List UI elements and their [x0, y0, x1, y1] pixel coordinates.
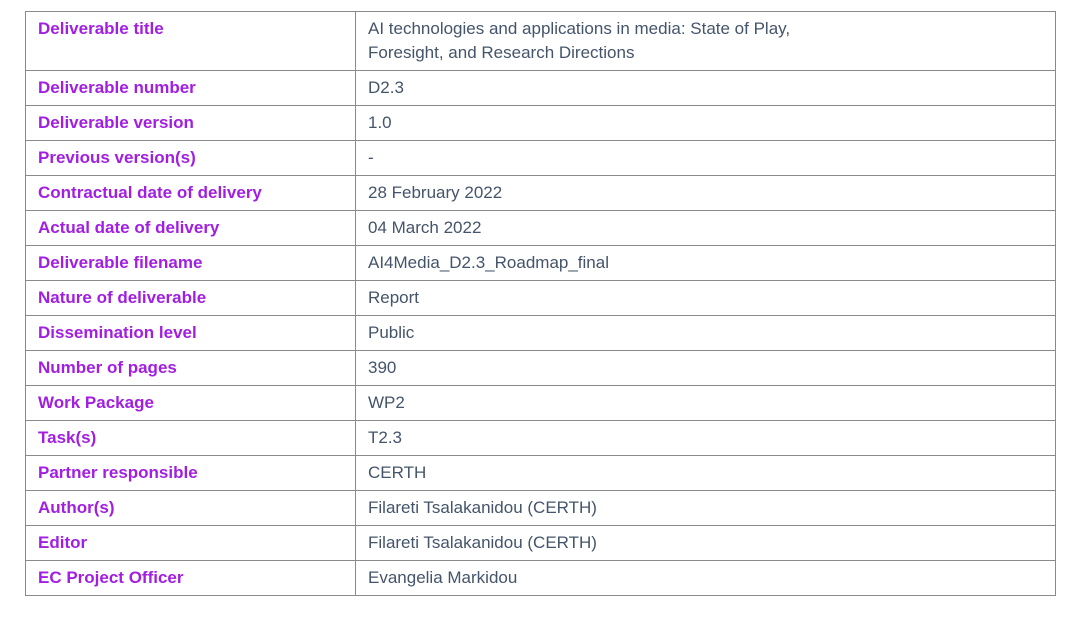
table-row: Task(s) T2.3: [25, 420, 1056, 456]
deliverable-information-table: Deliverable title AI technologies and ap…: [25, 11, 1056, 596]
row-label: Task(s): [25, 420, 356, 456]
row-label: Partner responsible: [25, 455, 356, 491]
row-label: Work Package: [25, 385, 356, 421]
row-value: 390: [355, 350, 1056, 386]
row-label: Editor: [25, 525, 356, 561]
table-row: Deliverable title AI technologies and ap…: [25, 11, 1056, 71]
table-row: Number of pages 390: [25, 350, 1056, 386]
row-label: Dissemination level: [25, 315, 356, 351]
row-value: Evangelia Markidou: [355, 560, 1056, 596]
row-label: Nature of deliverable: [25, 280, 356, 316]
table-row: Previous version(s) -: [25, 140, 1056, 176]
table-row: Work Package WP2: [25, 385, 1056, 421]
row-value: CERTH: [355, 455, 1056, 491]
row-value: AI technologies and applications in medi…: [355, 11, 1056, 71]
row-value: -: [355, 140, 1056, 176]
row-label: Deliverable title: [25, 11, 356, 71]
row-value: AI4Media_D2.3_Roadmap_final: [355, 245, 1056, 281]
table-row: EC Project Officer Evangelia Markidou: [25, 560, 1056, 596]
table-row: Deliverable filename AI4Media_D2.3_Roadm…: [25, 245, 1056, 281]
row-label: EC Project Officer: [25, 560, 356, 596]
table-row: Actual date of delivery 04 March 2022: [25, 210, 1056, 246]
row-value: Filareti Tsalakanidou (CERTH): [355, 525, 1056, 561]
row-value: Filareti Tsalakanidou (CERTH): [355, 490, 1056, 526]
table-row: Author(s) Filareti Tsalakanidou (CERTH): [25, 490, 1056, 526]
row-value: 28 February 2022: [355, 175, 1056, 211]
deliverable-table-body: Deliverable title AI technologies and ap…: [25, 11, 1056, 596]
row-value: D2.3: [355, 70, 1056, 106]
table-row: Contractual date of delivery 28 February…: [25, 175, 1056, 211]
row-label: Deliverable filename: [25, 245, 356, 281]
table-row: Dissemination level Public: [25, 315, 1056, 351]
row-label: Deliverable version: [25, 105, 356, 141]
table-row: Deliverable number D2.3: [25, 70, 1056, 106]
row-label: Previous version(s): [25, 140, 356, 176]
row-label: Author(s): [25, 490, 356, 526]
table-row: Partner responsible CERTH: [25, 455, 1056, 491]
row-value: 1.0: [355, 105, 1056, 141]
row-value: T2.3: [355, 420, 1056, 456]
row-label: Contractual date of delivery: [25, 175, 356, 211]
row-value: 04 March 2022: [355, 210, 1056, 246]
table-row: Nature of deliverable Report: [25, 280, 1056, 316]
row-label: Actual date of delivery: [25, 210, 356, 246]
table-row: Editor Filareti Tsalakanidou (CERTH): [25, 525, 1056, 561]
row-value: Public: [355, 315, 1056, 351]
row-value: Report: [355, 280, 1056, 316]
row-label: Number of pages: [25, 350, 356, 386]
table-row: Deliverable version 1.0: [25, 105, 1056, 141]
row-value: WP2: [355, 385, 1056, 421]
row-label: Deliverable number: [25, 70, 356, 106]
